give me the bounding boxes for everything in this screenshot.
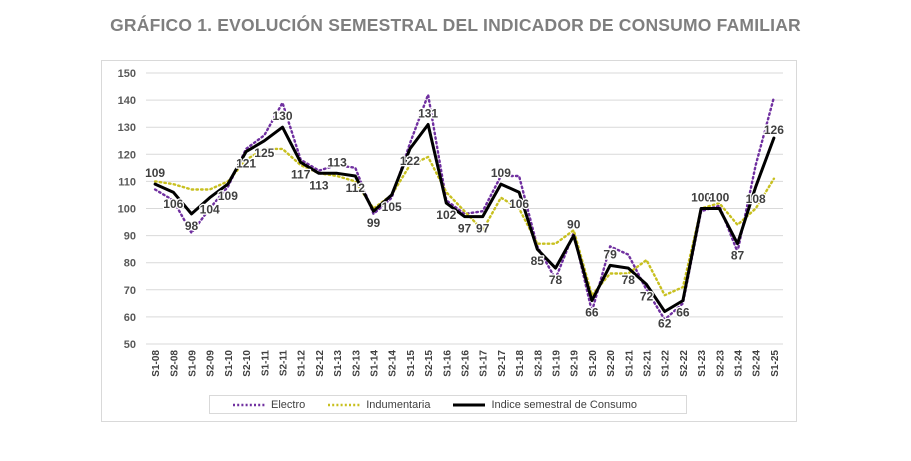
data-label-s1-15: 122 xyxy=(400,154,420,168)
data-label-s2-09: 104 xyxy=(200,203,220,217)
legend-label-indumentaria: Indumentaria xyxy=(366,398,431,411)
legend-item-indumentaria: Indumentaria xyxy=(327,399,430,411)
x-tick-label-s2-12: S2-12 xyxy=(315,350,326,377)
data-label-s2-19: 90 xyxy=(567,218,581,232)
data-label-s2-18: 85 xyxy=(531,254,545,268)
x-tick-label-s1-12: S1-12 xyxy=(297,350,308,377)
x-tick-label-s1-16: S1-16 xyxy=(442,350,453,377)
x-tick-label-s2-18: S2-18 xyxy=(533,350,544,377)
x-tick-label-s2-24: S2-24 xyxy=(752,350,763,377)
y-tick-label-80: 80 xyxy=(124,258,136,270)
x-tick-label-s1-14: S1-14 xyxy=(370,350,381,377)
data-label-s1-12: 117 xyxy=(291,167,311,181)
x-tick-label-s1-24: S1-24 xyxy=(734,350,745,377)
y-tick-label-70: 70 xyxy=(124,285,136,297)
x-tick-label-s2-15: S2-15 xyxy=(424,350,435,377)
y-tick-label-100: 100 xyxy=(118,204,136,216)
x-tick-label-s2-17: S2-17 xyxy=(497,350,508,377)
x-tick-label-s1-10: S1-10 xyxy=(224,350,235,377)
data-label-s1-23: 100 xyxy=(691,191,711,205)
legend-item-electro: Electro xyxy=(232,399,305,411)
data-label-s2-21: 72 xyxy=(640,289,654,303)
x-tick-label-s1-11: S1-11 xyxy=(260,350,271,377)
data-label-s2-16: 97 xyxy=(458,222,472,236)
x-tick-label-s2-23: S2-23 xyxy=(715,350,726,377)
legend-swatch-indice xyxy=(453,403,486,406)
x-tick-label-s1-20: S1-20 xyxy=(588,350,599,377)
data-label-s2-22: 66 xyxy=(676,306,690,320)
x-tick-label-s1-17: S1-17 xyxy=(479,350,490,377)
data-label-s1-24: 87 xyxy=(731,249,745,263)
data-label-s1-11: 125 xyxy=(254,146,274,160)
data-label-s2-15: 131 xyxy=(418,106,438,120)
data-label-s1-14: 99 xyxy=(367,216,381,230)
data-label-s1-13: 113 xyxy=(327,155,347,169)
x-tick-label-s2-09: S2-09 xyxy=(206,350,217,377)
y-tick-label-150: 150 xyxy=(118,68,136,80)
legend-swatch-indumentaria xyxy=(328,403,361,406)
x-tick-label-s2-13: S2-13 xyxy=(351,350,362,377)
data-label-s1-19: 78 xyxy=(549,273,563,287)
y-tick-label-60: 60 xyxy=(124,312,136,324)
data-label-s2-17: 109 xyxy=(491,166,511,180)
x-tick-label-s1-13: S1-13 xyxy=(333,350,344,377)
x-tick-label-s1-09: S1-09 xyxy=(188,350,199,377)
x-tick-label-s2-11: S2-11 xyxy=(279,350,290,377)
y-tick-label-130: 130 xyxy=(118,122,136,134)
x-tick-label-s2-21: S2-21 xyxy=(643,350,654,377)
series-line-indumentaria xyxy=(153,147,776,297)
chart-title: GRÁFICO 1. EVOLUCIÓN SEMESTRAL DEL INDIC… xyxy=(110,15,801,35)
legend-item-indice: Indice semestral de Consumo xyxy=(452,399,637,411)
data-label-s2-24: 108 xyxy=(746,192,766,206)
x-tick-label-s1-15: S1-15 xyxy=(406,350,417,377)
data-label-s2-13: 112 xyxy=(346,181,366,195)
chart-area xyxy=(101,60,797,422)
series-line-indice-semestral-de-consumo xyxy=(153,123,776,313)
x-tick-label-s2-08: S2-08 xyxy=(169,350,180,377)
data-label-s2-08: 106 xyxy=(163,197,183,211)
data-label-s1-09: 98 xyxy=(185,219,199,233)
legend: Electro Indumentaria Indice semestral de… xyxy=(209,395,687,414)
x-tick-label-s2-10: S2-10 xyxy=(242,350,253,377)
y-tick-label-110: 110 xyxy=(118,176,136,188)
y-tick-label-140: 140 xyxy=(118,95,136,107)
x-tick-label-s1-21: S1-21 xyxy=(624,350,635,377)
data-label-s1-08: 109 xyxy=(145,166,165,180)
data-label-s1-21: 78 xyxy=(622,273,636,287)
x-tick-label-s2-22: S2-22 xyxy=(679,350,690,377)
data-label-s2-10: 121 xyxy=(236,157,256,171)
x-tick-label-s1-25: S1-25 xyxy=(770,350,781,377)
legend-swatch-electro xyxy=(233,403,265,406)
data-label-s2-12: 113 xyxy=(309,178,329,192)
x-tick-label-s1-23: S1-23 xyxy=(697,350,708,377)
x-tick-label-s2-20: S2-20 xyxy=(606,350,617,377)
y-tick-label-90: 90 xyxy=(124,231,136,243)
x-tick-label-s1-22: S1-22 xyxy=(661,350,672,377)
x-tick-label-s1-19: S1-19 xyxy=(552,350,563,377)
data-label-s2-11: 130 xyxy=(272,109,292,123)
data-label-s1-25: 126 xyxy=(764,123,784,137)
data-label-s1-20: 66 xyxy=(585,306,599,320)
x-tick-label-s2-14: S2-14 xyxy=(388,350,399,377)
data-label-s1-10: 109 xyxy=(218,189,238,203)
data-label-s2-14: 105 xyxy=(382,200,402,214)
legend-label-indice: Indice semestral de Consumo xyxy=(491,398,637,411)
data-label-s2-20: 79 xyxy=(603,247,617,261)
data-label-s2-23: 100 xyxy=(709,191,729,205)
data-label-s1-22: 62 xyxy=(658,316,672,330)
x-tick-label-s1-08: S1-08 xyxy=(151,350,162,377)
data-label-s1-17: 97 xyxy=(476,222,490,236)
series-line-electro xyxy=(153,93,776,321)
data-label-s1-18: 106 xyxy=(509,197,529,211)
data-label-s1-16: 102 xyxy=(436,208,456,222)
x-tick-label-s1-18: S1-18 xyxy=(515,350,526,377)
y-tick-label-50: 50 xyxy=(124,339,136,351)
legend-label-electro: Electro xyxy=(271,398,306,411)
x-tick-label-s2-16: S2-16 xyxy=(461,350,472,377)
y-tick-label-120: 120 xyxy=(118,149,136,161)
x-tick-label-s2-19: S2-19 xyxy=(570,350,581,377)
